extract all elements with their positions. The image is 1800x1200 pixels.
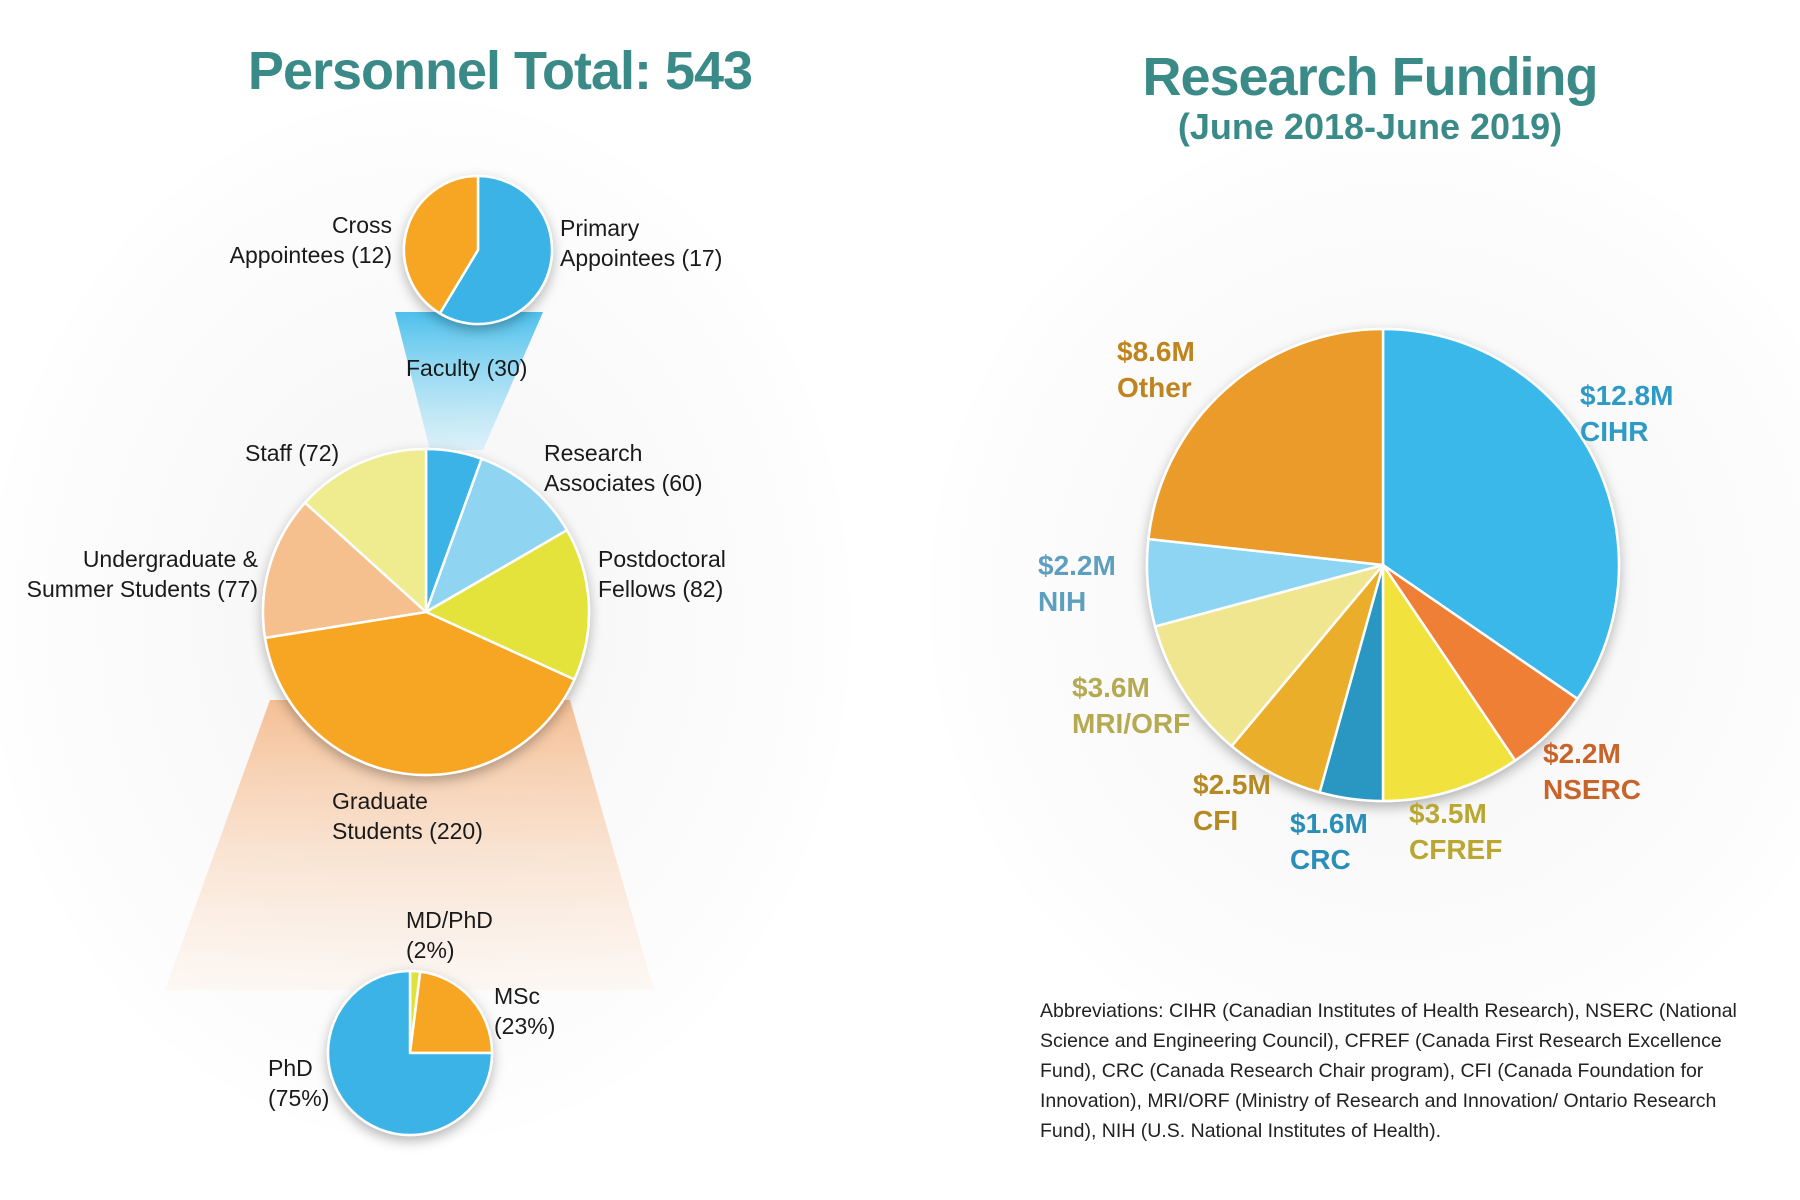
faculty-slice-primary-appointees [438,174,554,326]
funding-slice-cihr [1381,327,1621,701]
label-graduate-students: Graduate Students (220) [332,788,483,844]
label-mri-orf: $3.6M MRI/ORF [1072,672,1191,739]
funding-subtitle: (June 2018-June 2019) [1177,106,1563,147]
graduate-slice-msc [408,970,494,1055]
personnel-slice-staff [303,447,428,614]
label-cihr: $12.8M CIHR [1580,380,1674,447]
funding-slice-other [1147,327,1385,567]
label-crc: $1.6M CRC [1290,808,1368,875]
faculty-slice-cross-appointees [402,174,480,315]
funding-slice-mri-orf [1153,563,1385,748]
graduate-slice-phd [326,969,494,1137]
label-undergraduate-students: Undergraduate & Summer Students (77) [26,546,258,602]
personnel-slice-research-associates [424,457,569,614]
personnel-slice-postdoctoral-fellows [424,528,591,681]
label-cross-appointees: Cross Appointees (12) [229,212,392,268]
label-nih: $2.2M NIH [1038,550,1116,617]
label-cfi: $2.5M CFI [1193,769,1271,836]
funding-slice-cfref [1381,563,1517,803]
personnel-slice-graduate-students [263,610,576,777]
label-nserc: $2.2M NSERC [1543,738,1642,805]
label-postdoctoral-fellows: Postdoctoral Fellows (82) [598,546,726,602]
label-primary-appointees: Primary Appointees (17) [560,215,723,271]
personnel-pie [261,447,591,777]
label-research-associates: Research Associates (60) [544,440,703,496]
label-cfref: $3.5M CFREF [1409,798,1503,865]
label-phd: PhD (75%) [268,1055,330,1111]
abbreviations-note: Abbreviations: CIHR (Canadian Institutes… [1040,1000,1737,1142]
faculty-pie [402,174,554,326]
graduate-connector [165,700,654,990]
label-faculty: Faculty (30) [406,355,528,381]
label-other: $8.6M Other [1117,336,1195,403]
personnel-slice-undergraduate-summer-students [261,501,428,640]
label-msc: MSc (23%) [494,983,556,1039]
personnel-title: Personnel Total: 543 [247,41,753,101]
faculty-connector [395,312,543,450]
label-md-phd: MD/PhD (2%) [406,907,493,963]
funding-title: Research Funding [1142,47,1598,107]
label-staff: Staff (72) [245,440,340,466]
funding-pie [1145,327,1621,803]
graduate-pie [326,969,494,1137]
